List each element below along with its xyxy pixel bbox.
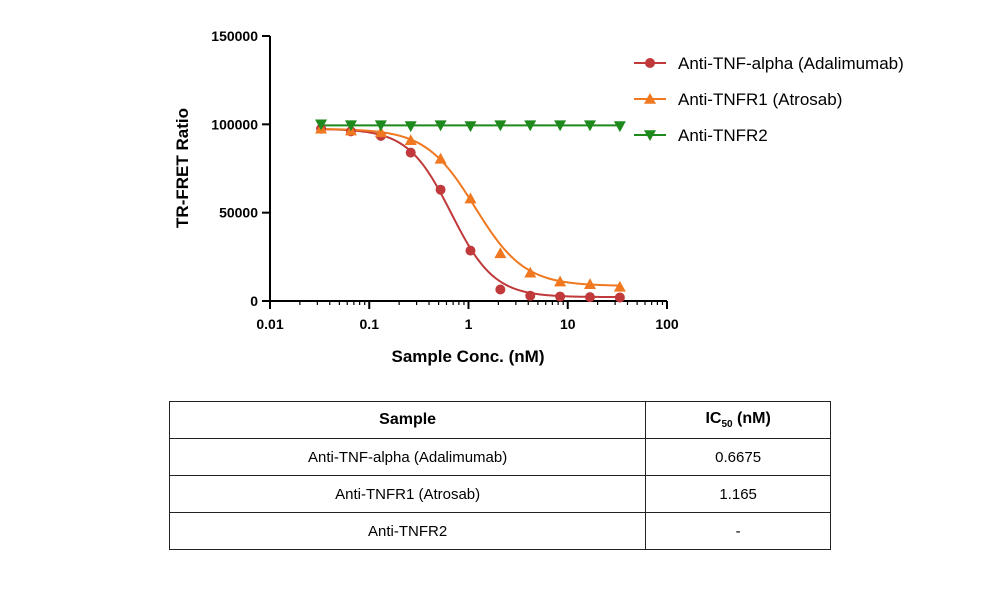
data-point	[583, 278, 596, 290]
ic50-header-unit: (nM)	[732, 409, 771, 427]
sample-column-header: Sample	[168, 401, 647, 439]
legend-marker	[645, 58, 655, 68]
table-row: Anti-TNFR1 (Atrosab) 1.165	[168, 475, 831, 513]
data-points	[315, 119, 626, 303]
ic50-cell: -	[645, 512, 831, 550]
x-tick-label: 0.01	[256, 316, 283, 332]
data-point	[315, 119, 328, 131]
data-point	[583, 120, 596, 132]
data-point	[525, 290, 536, 301]
data-point	[613, 280, 626, 292]
legend-label: Anti-TNFR2	[678, 126, 768, 145]
data-point	[584, 292, 595, 303]
data-point	[494, 120, 507, 132]
y-tick-label: 0	[250, 293, 258, 309]
axes: 0.01 0.1 1 10 100 0 50000 100000 150000	[211, 28, 679, 332]
legend: Anti-TNF-alpha (Adalimumab) Anti-TNFR1 (A…	[634, 54, 904, 145]
x-tick-label: 0.1	[360, 316, 380, 332]
fit-curve	[321, 128, 620, 299]
table-row: Anti-TNFR2 -	[168, 512, 831, 550]
ic50-column-header: IC50 (nM)	[645, 401, 831, 439]
fit-curves	[321, 124, 620, 299]
y-tick-label: 100000	[211, 116, 258, 132]
ic50-header-main: IC	[705, 409, 722, 427]
ic50-cell: 1.165	[645, 475, 831, 513]
dose-response-chart: 0.01 0.1 1 10 100 0 50000 100000 150000 Anti-TNF…	[173, 28, 904, 366]
data-point	[405, 147, 416, 158]
x-tick-label: 10	[560, 316, 576, 332]
ic50-cell: 0.6675	[645, 438, 831, 476]
data-point	[613, 121, 626, 133]
ic50-header-subscript: 50	[721, 419, 733, 431]
data-point	[464, 192, 477, 204]
data-point	[374, 126, 387, 138]
data-point	[554, 120, 567, 132]
fit-curve	[321, 128, 620, 287]
sample-cell: Anti-TNFR1 (Atrosab)	[168, 475, 647, 513]
legend-marker	[644, 130, 656, 141]
data-point	[465, 245, 476, 256]
ic50-table: Sample IC50 (nM) Anti-TNF-alpha (Adalimu…	[168, 401, 831, 550]
data-point	[374, 120, 387, 132]
legend-marker	[644, 93, 656, 104]
y-axis-title: TR-FRET Ratio	[173, 108, 192, 228]
y-tick-label: 50000	[219, 205, 258, 221]
x-axis-title: Sample Conc. (nM)	[391, 347, 544, 366]
x-tick-label: 100	[655, 316, 679, 332]
data-point	[434, 152, 447, 164]
y-tick-label: 150000	[211, 28, 258, 44]
table-row: Anti-TNF-alpha (Adalimumab) 0.6675	[168, 438, 831, 476]
data-point	[524, 120, 537, 132]
data-point	[554, 275, 567, 287]
data-point	[464, 121, 477, 133]
table-header-row: Sample IC50 (nM)	[168, 401, 831, 439]
sample-cell: Anti-TNF-alpha (Adalimumab)	[168, 438, 647, 476]
data-point	[495, 284, 506, 295]
legend-label: Anti-TNF-alpha (Adalimumab)	[678, 54, 904, 73]
sample-cell: Anti-TNFR2	[168, 512, 647, 550]
data-point	[614, 292, 625, 303]
data-point	[404, 121, 417, 133]
data-point	[404, 134, 417, 146]
legend-label: Anti-TNFR1 (Atrosab)	[678, 90, 842, 109]
data-point	[434, 120, 447, 132]
data-point	[435, 184, 446, 195]
data-point	[344, 120, 357, 132]
x-tick-label: 1	[465, 316, 473, 332]
data-point	[555, 291, 566, 302]
data-point	[524, 266, 537, 278]
data-point	[494, 247, 507, 259]
